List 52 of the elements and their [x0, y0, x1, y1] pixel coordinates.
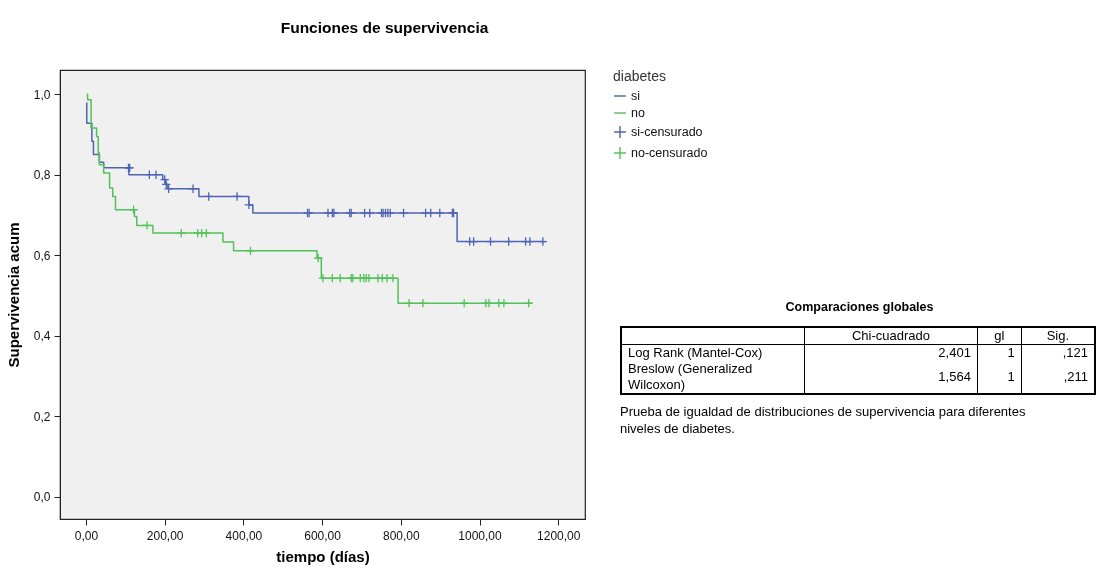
text: Prueba de igualdad de distribuciones de supervivencia para diferentes niveles de diabetes. — [620, 403, 1027, 437]
point — [313, 253, 323, 263]
point — [499, 298, 509, 308]
text: Comparaciones globales — [784, 300, 935, 314]
text: ,121 — [1021, 344, 1095, 361]
text: 2,401 — [804, 344, 978, 361]
x-tick-label: 1200,00 — [537, 528, 581, 543]
category-label: gl — [977, 327, 1022, 345]
legend-title: diabetes — [613, 68, 666, 84]
x-axis-title: tiempo (días) — [276, 547, 370, 565]
y-tick-label: 0,0 — [33, 490, 51, 505]
text: 1,564 — [804, 361, 978, 394]
legend-label: si-censurado — [631, 125, 703, 139]
x-tick-label: 1000,00 — [458, 528, 503, 543]
y-tick-label: 1,0 — [33, 87, 51, 102]
legend-label: no-censurado — [631, 146, 708, 160]
point — [232, 191, 242, 202]
category-label: Breslow (Generalized Wilcoxon) — [628, 361, 753, 392]
x-tick-label: 400,00 — [225, 528, 263, 543]
point — [418, 298, 428, 308]
point — [142, 220, 152, 231]
point — [404, 298, 414, 308]
x-tick-label: 800,00 — [382, 528, 420, 543]
point — [244, 200, 254, 210]
y-tick-label: 0,4 — [33, 329, 51, 344]
y-tick-label: 0,6 — [33, 248, 51, 263]
category-label: Sig. — [1021, 327, 1095, 345]
y-tick-label: 0,8 — [33, 168, 51, 183]
point — [201, 228, 212, 238]
text: ,211 — [1021, 361, 1095, 394]
point — [151, 169, 161, 180]
category-label: Chi-cuadrado — [804, 327, 978, 345]
point — [434, 208, 445, 218]
category-label: Log Rank (Mantel-Cox) — [628, 345, 763, 360]
y-axis-title: Supervivencia acum — [4, 222, 22, 368]
point — [318, 273, 328, 284]
point — [525, 236, 535, 247]
x-tick-label: 200,00 — [146, 528, 184, 543]
point — [382, 273, 392, 284]
y-tick-label: 0,2 — [33, 409, 51, 424]
point — [538, 236, 548, 247]
legend-label: si — [631, 89, 641, 103]
point — [388, 273, 398, 284]
legend-label: no — [631, 106, 645, 120]
point — [398, 208, 409, 218]
x-tick-label: 0,00 — [74, 528, 99, 543]
x-tick-label: 600,00 — [304, 528, 342, 543]
point — [176, 228, 187, 238]
text: 1 — [977, 361, 1022, 394]
text: 1 — [977, 344, 1022, 361]
point — [188, 183, 198, 194]
chart-title: Funciones de supervivencia — [280, 18, 489, 36]
